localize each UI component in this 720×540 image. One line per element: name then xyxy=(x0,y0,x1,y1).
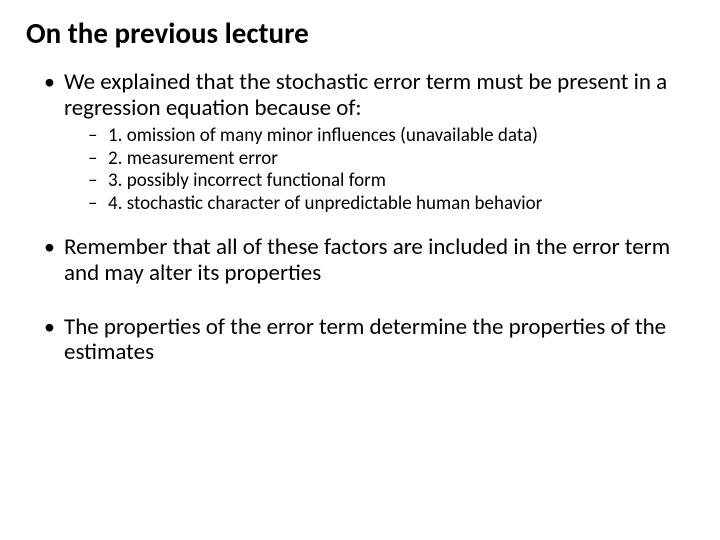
sub-bullet-list: 1. omission of many minor influences (un… xyxy=(88,125,694,215)
sub-bullet-2: 2. measurement error xyxy=(88,148,694,170)
bullet-properties: The properties of the error term determi… xyxy=(44,315,694,367)
slide-title: On the previous lecture xyxy=(26,18,694,50)
slide-container: On the previous lecture We explained tha… xyxy=(0,0,720,540)
bullet-intro: We explained that the stochastic error t… xyxy=(44,70,694,122)
spacer xyxy=(26,291,694,315)
sub-bullet-1: 1. omission of many minor influences (un… xyxy=(88,125,694,147)
sub-bullet-4: 4. stochastic character of unpredictable… xyxy=(88,193,694,215)
bullet-remember: Remember that all of these factors are i… xyxy=(44,235,694,287)
sub-bullet-3: 3. possibly incorrect functional form xyxy=(88,170,694,192)
